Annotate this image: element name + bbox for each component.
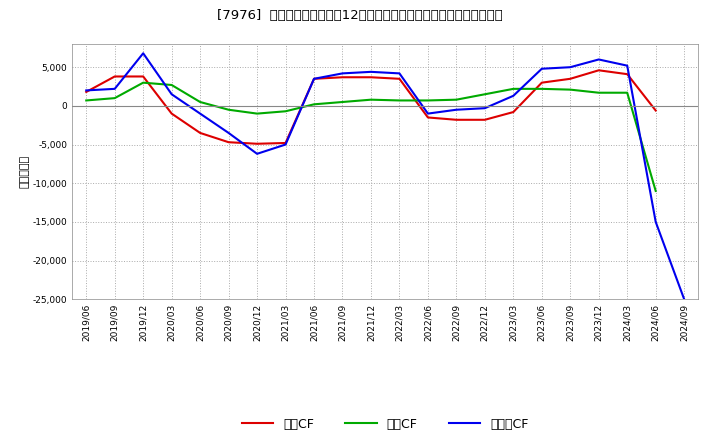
フリーCF [82, 88, 91, 93]
フリーCF [623, 63, 631, 68]
投資CF [310, 102, 318, 107]
投資CF [82, 98, 91, 103]
営業CF [452, 117, 461, 122]
営業CF [652, 108, 660, 113]
フリーCF [282, 142, 290, 147]
投資CF [110, 95, 119, 101]
フリーCF [680, 297, 688, 302]
Line: フリーCF: フリーCF [86, 53, 684, 299]
フリーCF [537, 66, 546, 71]
フリーCF [423, 111, 432, 116]
投資CF [652, 188, 660, 194]
投資CF [139, 80, 148, 85]
フリーCF [595, 57, 603, 62]
フリーCF [139, 51, 148, 56]
投資CF [167, 82, 176, 88]
フリーCF [395, 71, 404, 76]
投資CF [253, 111, 261, 116]
投資CF [566, 87, 575, 92]
フリーCF [225, 130, 233, 136]
営業CF [595, 68, 603, 73]
投資CF [282, 109, 290, 114]
投資CF [423, 98, 432, 103]
フリーCF [566, 65, 575, 70]
Legend: 営業CF, 投資CF, フリーCF: 営業CF, 投資CF, フリーCF [237, 413, 534, 436]
営業CF [310, 76, 318, 81]
投資CF [480, 92, 489, 97]
フリーCF [480, 106, 489, 111]
営業CF [366, 75, 375, 80]
フリーCF [452, 107, 461, 112]
投資CF [537, 86, 546, 92]
営業CF [623, 72, 631, 77]
営業CF [139, 74, 148, 79]
営業CF [110, 74, 119, 79]
営業CF [82, 89, 91, 95]
営業CF [282, 140, 290, 146]
フリーCF [509, 93, 518, 99]
営業CF [338, 75, 347, 80]
フリーCF [196, 111, 204, 116]
投資CF [196, 99, 204, 105]
営業CF [537, 80, 546, 85]
営業CF [225, 139, 233, 145]
投資CF [225, 107, 233, 112]
フリーCF [310, 76, 318, 81]
営業CF [566, 76, 575, 81]
投資CF [395, 98, 404, 103]
投資CF [623, 90, 631, 95]
フリーCF [366, 69, 375, 74]
営業CF [395, 76, 404, 81]
投資CF [366, 97, 375, 103]
営業CF [423, 115, 432, 120]
フリーCF [338, 71, 347, 76]
投資CF [338, 99, 347, 105]
フリーCF [652, 219, 660, 224]
Text: [7976]  キャッシュフローの12か月移動合計の対前年同期増減額の推移: [7976] キャッシュフローの12か月移動合計の対前年同期増減額の推移 [217, 9, 503, 22]
Line: 投資CF: 投資CF [86, 83, 656, 191]
投資CF [509, 86, 518, 92]
投資CF [595, 90, 603, 95]
営業CF [196, 130, 204, 136]
投資CF [452, 97, 461, 103]
営業CF [509, 110, 518, 115]
Line: 営業CF: 営業CF [86, 70, 656, 144]
営業CF [253, 141, 261, 147]
フリーCF [253, 151, 261, 157]
Y-axis label: （百万円）: （百万円） [19, 155, 30, 188]
フリーCF [167, 92, 176, 97]
営業CF [167, 111, 176, 116]
営業CF [480, 117, 489, 122]
フリーCF [110, 86, 119, 92]
